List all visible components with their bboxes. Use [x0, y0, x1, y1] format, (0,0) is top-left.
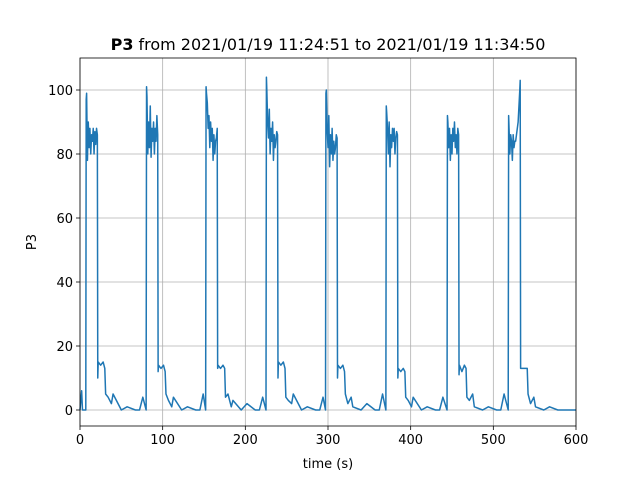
x-tick-label: 400	[398, 433, 423, 448]
y-tick-label: 20	[56, 340, 73, 355]
plot-frame	[79, 57, 577, 427]
y-tick-label: 80	[56, 148, 73, 163]
y-tick-label: 100	[48, 84, 73, 99]
y-tick-label: 0	[65, 404, 73, 419]
x-tick-label: 200	[233, 433, 258, 448]
x-tick-label: 600	[564, 433, 589, 448]
x-axis-label: time (s)	[303, 457, 353, 472]
chart-title: P3 from 2021/01/19 11:24:51 to 2021/01/19…	[111, 35, 546, 54]
x-tick-label: 100	[150, 433, 175, 448]
x-tick-label: 500	[481, 433, 506, 448]
y-tick-label: 60	[56, 212, 73, 227]
title-text: from 2021/01/19 11:24:51 to 2021/01/19 1…	[138, 35, 545, 54]
data-line	[79, 76, 576, 411]
x-tick-label: 0	[76, 433, 84, 448]
y-axis-label: P3	[25, 234, 40, 250]
x-tick-label: 300	[316, 433, 341, 448]
title-bold: P3	[111, 35, 134, 54]
y-tick-label: 40	[56, 276, 73, 291]
